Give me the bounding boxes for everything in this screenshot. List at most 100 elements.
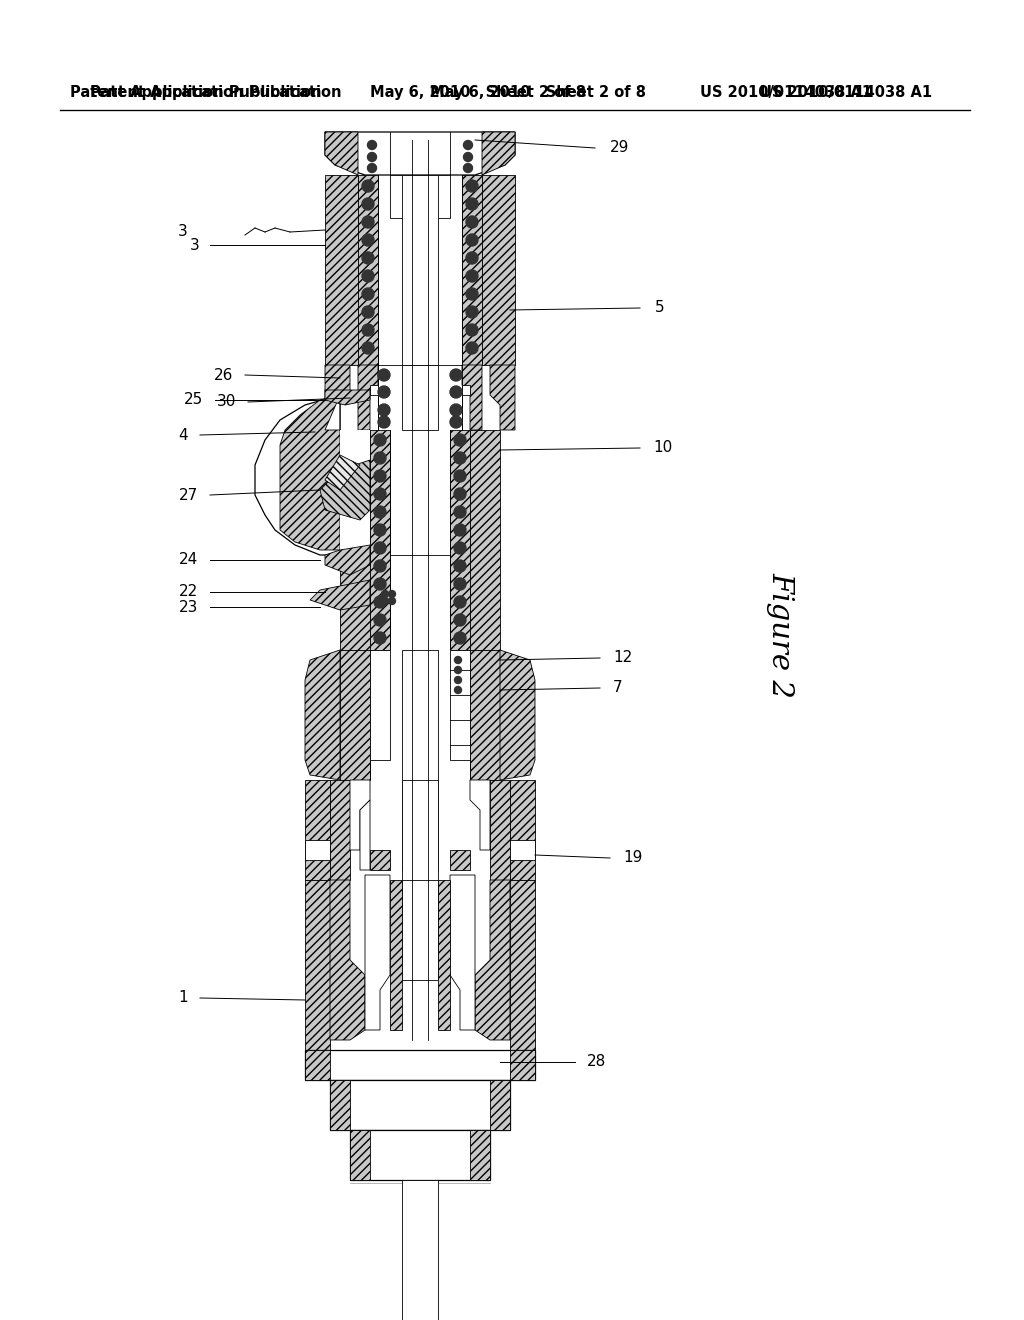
Polygon shape (305, 840, 330, 861)
Text: May 6, 2010   Sheet 2 of 8: May 6, 2010 Sheet 2 of 8 (430, 84, 646, 99)
Circle shape (466, 180, 478, 191)
Polygon shape (325, 132, 515, 176)
Polygon shape (330, 1080, 510, 1130)
Circle shape (374, 470, 386, 482)
Circle shape (466, 342, 478, 354)
Polygon shape (330, 880, 365, 1040)
Circle shape (374, 560, 386, 572)
Polygon shape (319, 459, 370, 520)
Circle shape (362, 180, 374, 191)
Polygon shape (370, 649, 390, 760)
Circle shape (374, 614, 386, 626)
Polygon shape (365, 875, 390, 1030)
Text: 26: 26 (214, 367, 233, 383)
Circle shape (378, 370, 390, 381)
Polygon shape (450, 649, 470, 760)
Circle shape (450, 404, 462, 416)
Text: 12: 12 (613, 651, 632, 665)
Circle shape (454, 614, 466, 626)
Polygon shape (280, 395, 340, 550)
Polygon shape (325, 132, 358, 176)
Polygon shape (402, 366, 438, 430)
Polygon shape (325, 366, 350, 430)
Polygon shape (470, 1130, 490, 1180)
Polygon shape (462, 366, 482, 430)
Text: Patent Application Publication: Patent Application Publication (90, 84, 341, 99)
Circle shape (454, 434, 466, 446)
Text: 29: 29 (610, 140, 630, 156)
Circle shape (388, 590, 395, 598)
Polygon shape (490, 780, 510, 880)
Text: US 2010/0114038 A1: US 2010/0114038 A1 (760, 84, 932, 99)
Circle shape (374, 632, 386, 644)
Text: 3: 3 (190, 238, 200, 252)
Polygon shape (330, 780, 350, 880)
Polygon shape (470, 649, 500, 780)
Text: 1: 1 (178, 990, 188, 1006)
Circle shape (464, 164, 472, 173)
Text: Figure 2: Figure 2 (766, 572, 794, 698)
Circle shape (454, 543, 466, 554)
Polygon shape (490, 1080, 510, 1130)
Circle shape (466, 323, 478, 337)
Circle shape (454, 578, 466, 590)
Polygon shape (450, 875, 475, 1030)
Polygon shape (305, 780, 330, 880)
Circle shape (454, 524, 466, 536)
Circle shape (362, 198, 374, 210)
Circle shape (374, 578, 386, 590)
Circle shape (382, 598, 388, 605)
Polygon shape (340, 430, 370, 560)
Circle shape (466, 198, 478, 210)
Polygon shape (510, 780, 535, 880)
Circle shape (382, 590, 388, 598)
Circle shape (455, 667, 462, 673)
Text: 27: 27 (179, 487, 198, 503)
Circle shape (374, 488, 386, 500)
Bar (402, 780, 438, 909)
Polygon shape (450, 850, 470, 870)
Circle shape (374, 543, 386, 554)
Circle shape (374, 451, 386, 465)
Polygon shape (510, 1049, 535, 1080)
Text: 24: 24 (179, 553, 198, 568)
Circle shape (362, 342, 374, 354)
Text: 19: 19 (623, 850, 642, 866)
Polygon shape (340, 649, 370, 780)
Circle shape (466, 234, 478, 246)
Polygon shape (470, 780, 490, 850)
Polygon shape (305, 1049, 535, 1080)
Polygon shape (325, 545, 370, 576)
Circle shape (374, 524, 386, 536)
Polygon shape (325, 455, 360, 490)
Polygon shape (370, 430, 390, 649)
Bar (390, 176, 450, 218)
Circle shape (454, 597, 466, 609)
Circle shape (368, 140, 377, 149)
Polygon shape (462, 176, 482, 366)
Circle shape (378, 404, 390, 416)
Text: 4: 4 (178, 428, 188, 442)
Polygon shape (370, 385, 378, 395)
Polygon shape (350, 1130, 490, 1180)
Text: May 6, 2010   Sheet 2 of 8: May 6, 2010 Sheet 2 of 8 (370, 84, 586, 99)
Circle shape (374, 597, 386, 609)
Circle shape (362, 234, 374, 246)
Circle shape (362, 216, 374, 228)
Circle shape (466, 252, 478, 264)
Polygon shape (305, 880, 330, 1049)
Polygon shape (350, 1130, 370, 1180)
Circle shape (455, 676, 462, 684)
Text: 5: 5 (655, 301, 665, 315)
Circle shape (464, 153, 472, 161)
Text: 28: 28 (587, 1055, 606, 1069)
Circle shape (454, 506, 466, 517)
Circle shape (368, 153, 377, 161)
Circle shape (450, 385, 462, 399)
Polygon shape (310, 579, 370, 610)
Text: 3: 3 (178, 224, 187, 239)
Bar (370, 780, 470, 909)
Bar (402, 880, 438, 979)
Polygon shape (325, 176, 358, 366)
Circle shape (362, 252, 374, 264)
